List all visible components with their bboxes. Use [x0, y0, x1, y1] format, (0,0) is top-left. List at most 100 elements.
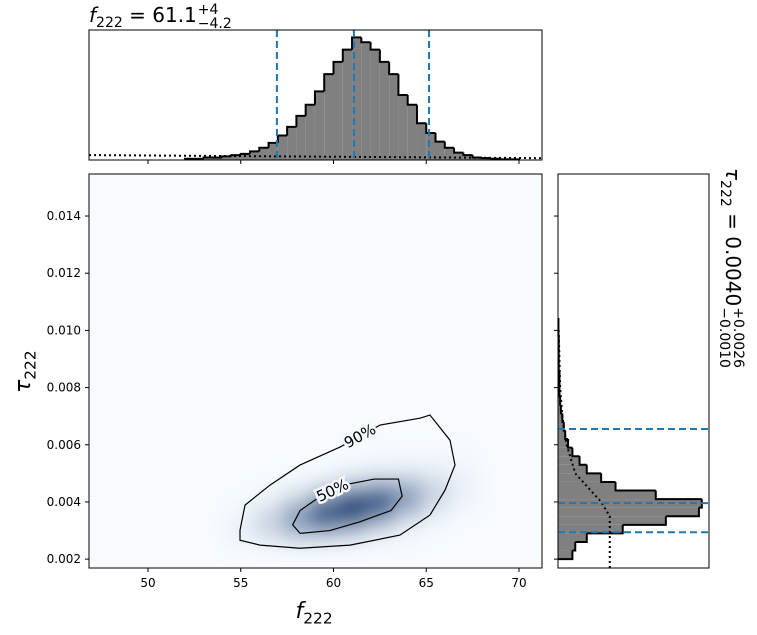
- density-cell: [282, 500, 311, 516]
- hist-bar: [277, 135, 288, 160]
- hist-edge: [654, 490, 702, 501]
- y-tick-label: 0.004: [47, 495, 81, 509]
- density-cell: [338, 457, 367, 473]
- hist-edge: [480, 157, 492, 160]
- density-cell: [282, 486, 311, 502]
- hist-edge: [559, 396, 562, 406]
- density-cell: [254, 514, 283, 530]
- y-tick-label: 0.012: [47, 266, 81, 280]
- x-tick-label: 70: [511, 576, 526, 590]
- density-cell: [310, 443, 339, 459]
- hist-edge: [443, 141, 455, 149]
- density-cell: [365, 443, 395, 459]
- hist-edge: [406, 95, 417, 106]
- prior-line: [557, 330, 611, 568]
- symbol: f: [296, 599, 307, 624]
- hist-bar: [558, 516, 666, 525]
- density-cell: [282, 471, 311, 487]
- hist-edge: [499, 158, 510, 161]
- density-cell: [310, 500, 339, 516]
- density-cell: [421, 529, 450, 544]
- math-label: f222: [296, 599, 333, 628]
- hist-edge: [567, 439, 573, 449]
- hist-bar: [407, 104, 417, 160]
- hist-bar: [389, 74, 399, 160]
- hist-edge: [202, 156, 213, 159]
- hist-bar: [558, 396, 561, 405]
- density-cell: [338, 500, 367, 516]
- y-tick-label: 0.010: [47, 323, 81, 337]
- hist-bar: [444, 147, 455, 160]
- hist-edge: [614, 481, 656, 492]
- hist-bar: [558, 550, 573, 560]
- density: [226, 443, 478, 544]
- hist-edge: [622, 516, 667, 526]
- hist-bar: [463, 155, 473, 160]
- density-cell: [226, 457, 256, 473]
- contour: [291, 478, 403, 535]
- hist-bar: [268, 142, 278, 160]
- density-cell: [310, 514, 339, 530]
- density-cell: [393, 443, 423, 459]
- hist-bar: [558, 490, 656, 500]
- hist-edge: [698, 499, 703, 509]
- y-tick-label: 0.014: [47, 209, 81, 223]
- hist-bar: [558, 413, 563, 422]
- hist-edge: [564, 430, 569, 441]
- density-cell: [282, 443, 311, 459]
- hist-bar: [558, 447, 573, 457]
- subscript: 222: [303, 610, 332, 628]
- density-cell: [338, 443, 367, 459]
- lower-error: −4.2: [198, 16, 232, 32]
- x-tick-label: 65: [419, 576, 434, 590]
- hist-edge: [304, 103, 315, 116]
- hist-edge: [425, 123, 436, 135]
- hist-edge: [239, 152, 251, 156]
- symbol: f: [89, 3, 99, 27]
- hist-bar: [222, 156, 232, 160]
- density-cell: [421, 486, 450, 502]
- hist-bar: [203, 157, 213, 160]
- y-tick-label: 0.006: [47, 438, 81, 452]
- hist-edge: [415, 104, 427, 125]
- hist-edge: [351, 36, 362, 50]
- density-cell: [254, 457, 283, 473]
- density-cell: [282, 457, 311, 473]
- hist-edge: [267, 141, 278, 148]
- x-tick-label: 55: [233, 576, 248, 590]
- x-tick-label: 60: [326, 576, 341, 590]
- upper-error: +0.0026: [730, 307, 746, 368]
- hist-bar: [558, 533, 587, 542]
- hist-bar: [314, 91, 325, 160]
- y-label: τ222: [11, 350, 40, 393]
- density-cell: [393, 471, 423, 487]
- subscript: 222: [96, 15, 123, 31]
- hist-edge: [230, 154, 241, 157]
- density-cell: [449, 471, 478, 487]
- hist-bar: [558, 439, 569, 448]
- x-tick-label: 50: [140, 576, 155, 590]
- density-cell: [282, 514, 311, 530]
- hist-edge: [323, 73, 334, 92]
- hist-bar: [558, 481, 616, 491]
- hist-edge: [578, 456, 587, 466]
- subscript: 222: [22, 350, 40, 379]
- density-cell: [310, 457, 339, 473]
- upper-error: +4: [198, 2, 219, 18]
- density-cell: [449, 457, 478, 473]
- hist-bar: [333, 61, 343, 160]
- density-cell: [226, 443, 256, 459]
- hist-bar: [558, 430, 566, 440]
- hist-bar: [558, 421, 564, 431]
- hist-bar: [259, 147, 269, 160]
- density-cell: [365, 457, 395, 473]
- hist-edge: [558, 550, 574, 561]
- prior-line: [88, 154, 543, 160]
- density-cell: [365, 514, 395, 530]
- density-cell: [338, 486, 367, 502]
- density-cell: [449, 529, 478, 544]
- histogram: [88, 30, 543, 161]
- side-title: τ222 = 0.0040+0.0026−0.0010: [716, 168, 746, 368]
- hist-edge: [585, 464, 602, 475]
- hist-bar: [558, 524, 623, 534]
